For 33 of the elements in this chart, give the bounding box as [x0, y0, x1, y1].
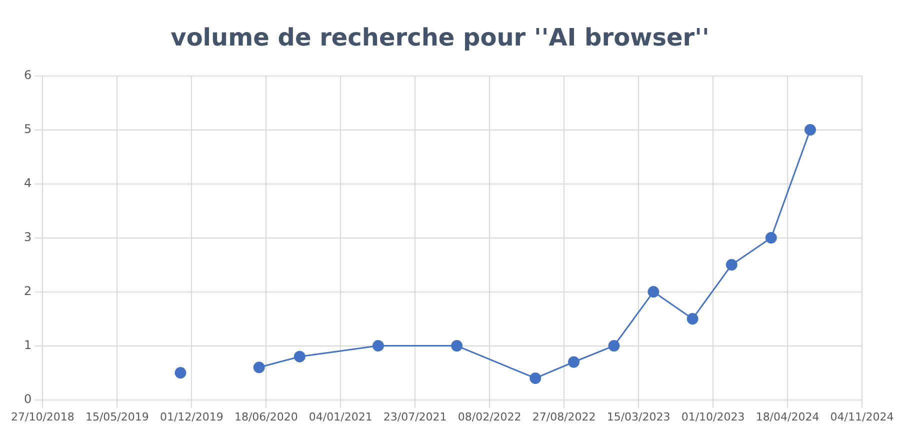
x-tick-label: 01/10/2023 — [681, 410, 745, 424]
x-tick-label: 18/04/2024 — [756, 410, 820, 424]
x-tick-label: 27/08/2022 — [532, 410, 596, 424]
x-tick-label: 01/12/2019 — [160, 410, 224, 424]
point — [253, 362, 265, 374]
y-tick-label: 5 — [24, 122, 32, 136]
point — [726, 259, 738, 271]
chart-title: volume de recherche pour ''AI browser'' — [170, 24, 710, 52]
point — [648, 286, 660, 298]
point — [174, 367, 186, 379]
x-tick-label: 15/05/2019 — [85, 410, 149, 424]
point — [804, 124, 816, 136]
x-tick-label: 04/01/2021 — [308, 410, 372, 424]
y-tick-label: 4 — [24, 176, 32, 190]
point — [765, 232, 777, 244]
y-tick-label: 1 — [24, 338, 32, 352]
point — [568, 356, 580, 368]
x-tick-label: 18/06/2020 — [234, 410, 298, 424]
point — [686, 313, 698, 325]
point — [294, 350, 306, 362]
x-tick-label: 08/02/2022 — [458, 410, 522, 424]
y-tick-label: 2 — [24, 284, 32, 298]
y-tick-label: 6 — [24, 68, 32, 82]
x-tick-label: 23/07/2021 — [383, 410, 447, 424]
point — [530, 372, 542, 384]
point — [451, 340, 463, 352]
point — [608, 340, 620, 352]
x-tick-label: 27/10/2018 — [10, 410, 74, 424]
y-tick-label: 0 — [24, 392, 32, 406]
y-tick-label: 3 — [24, 230, 32, 244]
x-tick-label: 04/11/2024 — [830, 410, 894, 424]
point — [372, 340, 384, 352]
x-tick-label: 15/03/2023 — [606, 410, 670, 424]
